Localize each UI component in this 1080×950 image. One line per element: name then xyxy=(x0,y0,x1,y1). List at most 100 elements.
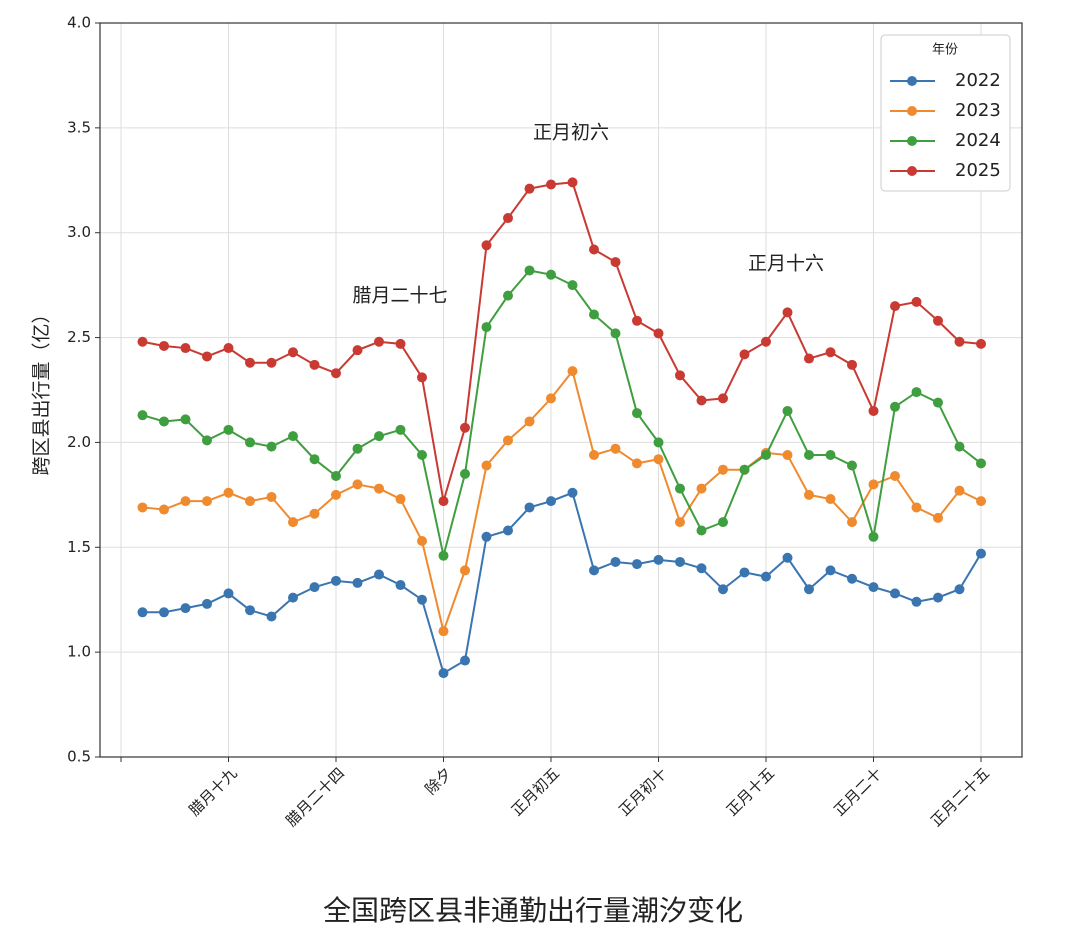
point xyxy=(933,592,943,603)
point xyxy=(137,607,148,618)
point xyxy=(546,269,556,280)
point xyxy=(202,351,212,362)
point xyxy=(223,424,234,435)
point xyxy=(804,353,814,364)
annotation: 正月初六 xyxy=(533,122,609,144)
point xyxy=(331,368,341,379)
point xyxy=(374,336,384,347)
point xyxy=(675,370,685,381)
point xyxy=(223,487,234,498)
y-tick-label: 2.5 xyxy=(67,328,91,346)
y-tick-label: 1.0 xyxy=(67,643,91,661)
point xyxy=(137,502,148,513)
point xyxy=(739,464,750,475)
point xyxy=(266,357,277,368)
point xyxy=(159,340,169,351)
point xyxy=(567,280,578,291)
point xyxy=(632,559,642,570)
point xyxy=(309,359,320,370)
point xyxy=(438,626,449,637)
point xyxy=(352,443,363,454)
y-axis-label: 跨区县出行量（亿） xyxy=(31,304,53,475)
point xyxy=(524,183,535,194)
point xyxy=(331,575,341,586)
point xyxy=(911,502,922,513)
point xyxy=(825,494,836,505)
point xyxy=(890,401,900,412)
annotation: 正月十六 xyxy=(748,253,824,275)
point xyxy=(825,347,836,358)
point xyxy=(761,450,771,461)
point xyxy=(180,414,191,425)
y-tick-label: 3.5 xyxy=(67,118,91,136)
series-line xyxy=(142,491,982,675)
point xyxy=(911,596,922,607)
point xyxy=(911,296,922,307)
x-tick-label: 正月十五 xyxy=(723,764,778,819)
legend-label: 2022 xyxy=(955,70,1001,91)
x-tick-label: 腊月十九 xyxy=(185,764,240,819)
point xyxy=(481,531,492,542)
point xyxy=(137,410,148,421)
point xyxy=(309,582,320,593)
series-line xyxy=(142,368,982,635)
point xyxy=(438,668,449,679)
point xyxy=(223,343,234,354)
point xyxy=(589,565,599,576)
point xyxy=(417,594,427,605)
point xyxy=(589,450,599,461)
point xyxy=(890,301,900,312)
y-tick-label: 3.0 xyxy=(67,223,91,241)
point xyxy=(868,479,879,490)
point xyxy=(567,177,578,188)
legend-marker xyxy=(907,136,917,146)
point xyxy=(718,464,728,475)
point xyxy=(847,460,857,471)
point xyxy=(933,512,943,523)
point xyxy=(159,416,169,427)
point xyxy=(589,309,599,320)
point xyxy=(546,393,556,404)
point xyxy=(438,550,449,561)
point xyxy=(417,372,427,383)
legend-box xyxy=(880,34,1011,192)
point xyxy=(374,569,384,580)
point xyxy=(675,517,685,528)
point xyxy=(954,336,965,347)
point xyxy=(976,458,986,469)
series-line xyxy=(142,181,982,502)
point xyxy=(718,517,728,528)
point xyxy=(933,315,943,326)
point xyxy=(976,338,986,349)
point xyxy=(761,336,771,347)
point xyxy=(804,489,814,500)
chart-title: 全国跨区县非通勤出行量潮汐变化 xyxy=(323,894,743,927)
x-tick-label: 正月初五 xyxy=(508,764,563,819)
point xyxy=(460,468,470,479)
point xyxy=(653,454,664,465)
point xyxy=(288,347,298,358)
point xyxy=(696,563,707,574)
point xyxy=(374,431,384,442)
point xyxy=(825,565,836,576)
y-tick-label: 4.0 xyxy=(67,14,91,32)
point xyxy=(417,535,427,546)
point xyxy=(460,422,470,433)
point xyxy=(245,437,255,448)
point xyxy=(266,491,277,502)
point xyxy=(718,393,728,404)
point xyxy=(890,470,900,481)
x-tick-label: 除夕 xyxy=(422,764,456,798)
point xyxy=(202,496,212,507)
point xyxy=(653,328,664,339)
x-tick-label: 正月二十五 xyxy=(927,764,993,830)
point xyxy=(524,265,535,276)
legend-marker xyxy=(907,166,917,176)
point xyxy=(782,405,793,416)
series-line xyxy=(142,269,982,556)
annotation: 腊月二十七 xyxy=(352,285,447,307)
point xyxy=(331,470,341,481)
point xyxy=(567,487,578,498)
point xyxy=(395,424,406,435)
